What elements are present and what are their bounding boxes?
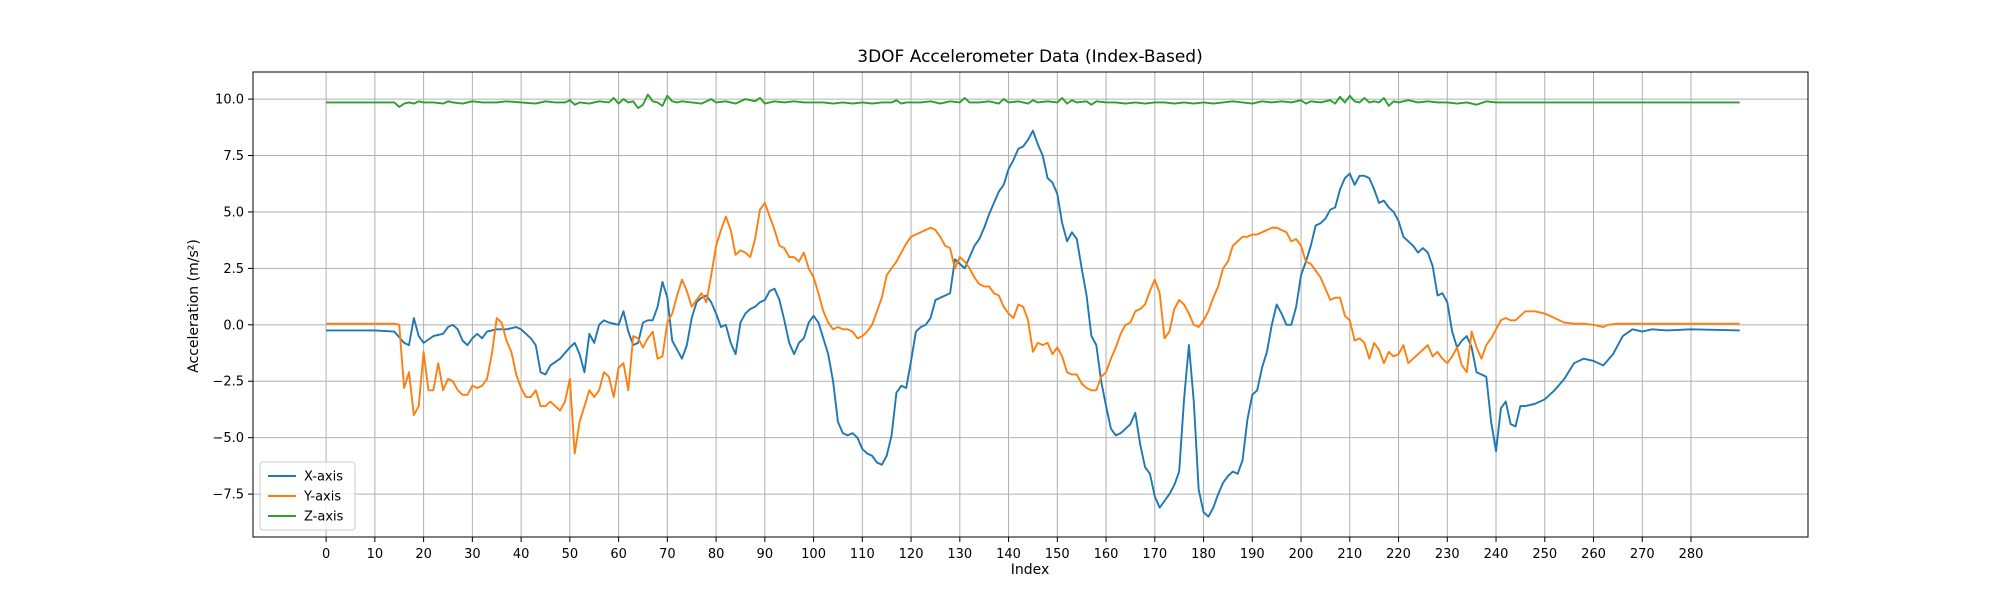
y-tick-label: 10.0 bbox=[215, 93, 244, 108]
chart-title: 3DOF Accelerometer Data (Index-Based) bbox=[857, 47, 1202, 67]
y-tick-label: 5.0 bbox=[223, 205, 244, 220]
x-tick-label: 180 bbox=[1191, 547, 1216, 562]
x-tick-label: 90 bbox=[757, 547, 774, 562]
y-tick-label: −2.5 bbox=[212, 375, 244, 390]
x-tick-label: 10 bbox=[367, 547, 384, 562]
x-axis-label: Index bbox=[1011, 562, 1050, 578]
x-tick-label: 140 bbox=[996, 547, 1021, 562]
x-tick-label: 170 bbox=[1142, 547, 1167, 562]
x-tick-label: 270 bbox=[1630, 547, 1655, 562]
x-tick-label: 50 bbox=[562, 547, 579, 562]
x-tick-label: 120 bbox=[899, 547, 924, 562]
x-tick-label: 110 bbox=[850, 547, 875, 562]
x-tick-label: 260 bbox=[1581, 547, 1606, 562]
x-tick-label: 230 bbox=[1435, 547, 1460, 562]
x-tick-label: 220 bbox=[1386, 547, 1411, 562]
x-tick-label: 210 bbox=[1337, 547, 1362, 562]
series-line-z-axis bbox=[326, 93, 1740, 110]
x-tick-label: 40 bbox=[513, 547, 530, 562]
x-tick-label: 240 bbox=[1484, 547, 1509, 562]
x-tick-label: 80 bbox=[708, 547, 725, 562]
series-line-y-axis bbox=[326, 201, 1740, 455]
legend-label: X-axis bbox=[304, 470, 343, 485]
plot-frame bbox=[252, 71, 1809, 538]
plot-area bbox=[326, 93, 1740, 518]
x-tick-label: 0 bbox=[322, 547, 330, 562]
x-tick-label: 70 bbox=[659, 547, 676, 562]
y-tick-label: 7.5 bbox=[223, 149, 244, 164]
y-tick-label: 2.5 bbox=[223, 262, 244, 277]
x-tick-label: 130 bbox=[947, 547, 972, 562]
x-tick-label: 250 bbox=[1532, 547, 1557, 562]
legend-label: Y-axis bbox=[303, 490, 341, 505]
y-axis-label: Acceleration (m/s²) bbox=[186, 239, 202, 373]
x-tick-label: 280 bbox=[1679, 547, 1704, 562]
axes: 0 10 20 30 40 50 60 70 80 90 100 110 120 130 140 150 160… bbox=[212, 71, 1809, 562]
legend-label: Z-axis bbox=[304, 510, 344, 525]
y-tick-label: −7.5 bbox=[212, 488, 244, 503]
x-tick-label: 150 bbox=[1045, 547, 1070, 562]
y-tick-label: 0.0 bbox=[223, 318, 244, 333]
x-tick-label: 160 bbox=[1094, 547, 1119, 562]
x-tick-label: 190 bbox=[1240, 547, 1265, 562]
x-tick-label: 200 bbox=[1289, 547, 1314, 562]
x-tick-label: 20 bbox=[415, 547, 432, 562]
x-tick-label: 60 bbox=[610, 547, 627, 562]
grid bbox=[253, 72, 1808, 537]
legend-box bbox=[259, 461, 356, 531]
legend: X-axis Y-axis Z-axis bbox=[259, 461, 356, 531]
x-tick-label: 100 bbox=[801, 547, 826, 562]
series-line-x-axis bbox=[326, 129, 1740, 518]
y-tick-label: −5.0 bbox=[212, 431, 244, 446]
x-tick-label: 30 bbox=[464, 547, 481, 562]
